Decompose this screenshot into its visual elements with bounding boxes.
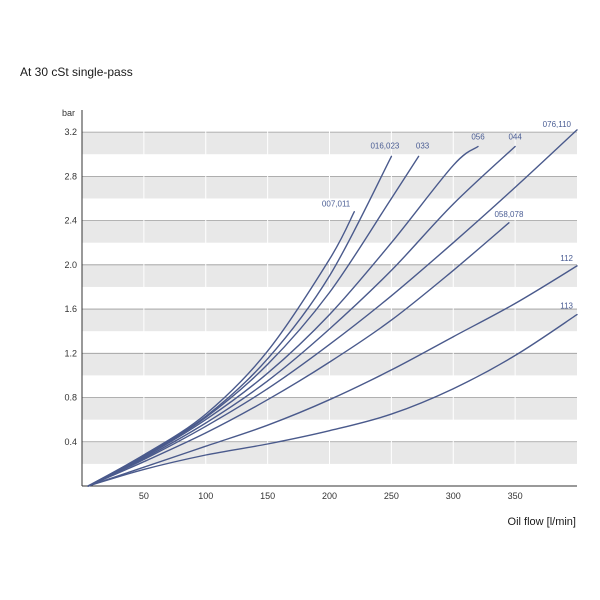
series-label-076,110: 076,110: [543, 120, 572, 129]
series-lines: [87, 129, 578, 487]
series-label-058,078: 058,078: [494, 210, 523, 219]
x-tick-label: 250: [384, 491, 399, 501]
series-label-112: 112: [560, 254, 573, 263]
x-tick-label: 300: [446, 491, 461, 501]
series-label-016,023: 016,023: [370, 141, 399, 150]
y-axis-label: bar: [62, 108, 75, 118]
series-line-056: [87, 145, 479, 487]
y-tick-label: 1.2: [64, 348, 77, 358]
grid-lines: [82, 110, 577, 486]
y-tick-labels: 0.4 0.8 1.2 1.6 2.0 2.4 2.8 3.2: [64, 127, 77, 447]
series-line-112: [87, 265, 578, 487]
series-line-033: [87, 155, 420, 487]
series-labels: 007,011 016,023 033 056 044 076,110 058,078 112…: [322, 120, 574, 311]
y-tick-label: 2.8: [64, 171, 77, 181]
x-tick-labels: 50 100 150 200 250 300 350: [139, 491, 523, 501]
series-label-044: 044: [508, 132, 522, 141]
series-line-058,078: [87, 222, 510, 487]
series-line-076,110: [87, 129, 578, 487]
series-label-033: 033: [416, 141, 430, 150]
axes: [81, 110, 577, 487]
x-tick-label: 50: [139, 491, 149, 501]
y-tick-label: 0.8: [64, 393, 77, 403]
chart-subtitle: At 30 cSt single-pass: [20, 65, 133, 79]
x-tick-label: 350: [508, 491, 523, 501]
series-line-044: [87, 145, 516, 487]
series-label-056: 056: [471, 132, 485, 141]
series-label-113: 113: [560, 302, 573, 311]
x-axis-label: Oil flow [l/min]: [508, 516, 576, 528]
y-tick-label: 2.0: [64, 260, 77, 270]
y-tick-label: 1.6: [64, 304, 77, 314]
x-tick-label: 150: [260, 491, 275, 501]
x-tick-label: 100: [198, 491, 213, 501]
y-tick-label: 0.4: [64, 437, 77, 447]
series-line-113: [87, 313, 578, 487]
y-tick-label: 2.4: [64, 216, 77, 226]
series-line-016,023: [87, 155, 393, 487]
y-tick-label: 3.2: [64, 127, 77, 137]
series-label-007,011: 007,011: [322, 200, 351, 209]
x-tick-label: 200: [322, 491, 337, 501]
